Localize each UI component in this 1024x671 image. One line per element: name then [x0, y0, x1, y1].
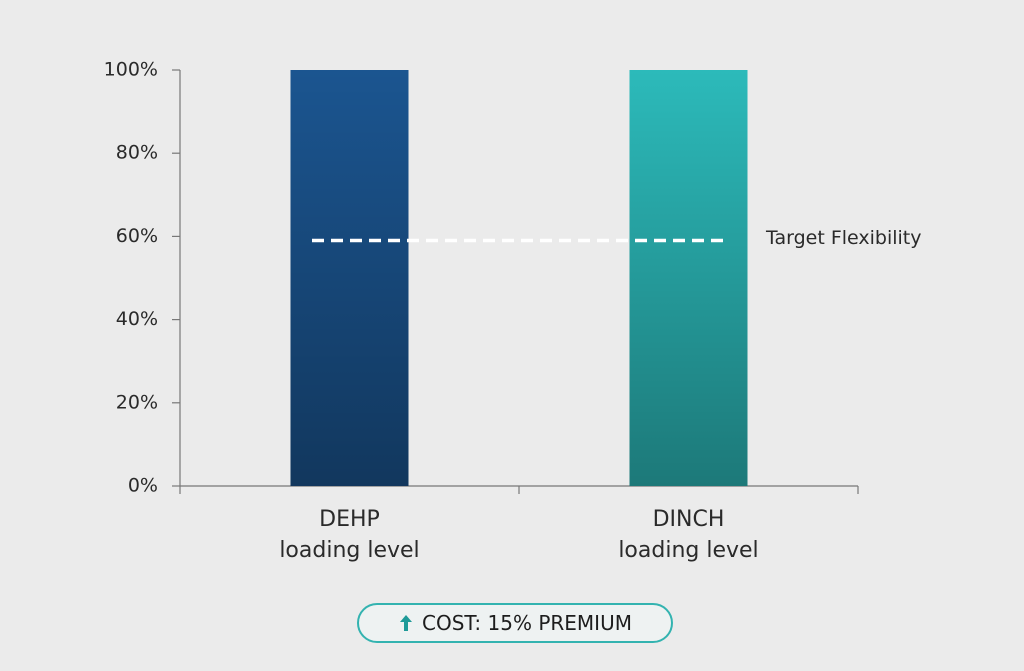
bar-shade — [290, 70, 409, 486]
badge-text: COST: 15% PREMIUM — [422, 611, 632, 635]
y-tick-label: 0% — [128, 475, 158, 497]
y-tick-label: 20% — [116, 391, 158, 413]
x-tick-label: DEHP loading level — [279, 507, 420, 563]
bar-shade — [629, 70, 748, 486]
arrow-icon — [400, 615, 412, 631]
target-label: Target Flexibility — [765, 227, 922, 249]
y-tick-label: 60% — [116, 225, 158, 247]
y-tick-label: 100% — [104, 59, 158, 81]
cost-badge: COST: 15% PREMIUM — [357, 603, 673, 643]
x-tick-label: DINCH loading level — [618, 507, 759, 563]
y-tick-label: 40% — [116, 308, 158, 330]
y-tick-label: 80% — [116, 142, 158, 164]
